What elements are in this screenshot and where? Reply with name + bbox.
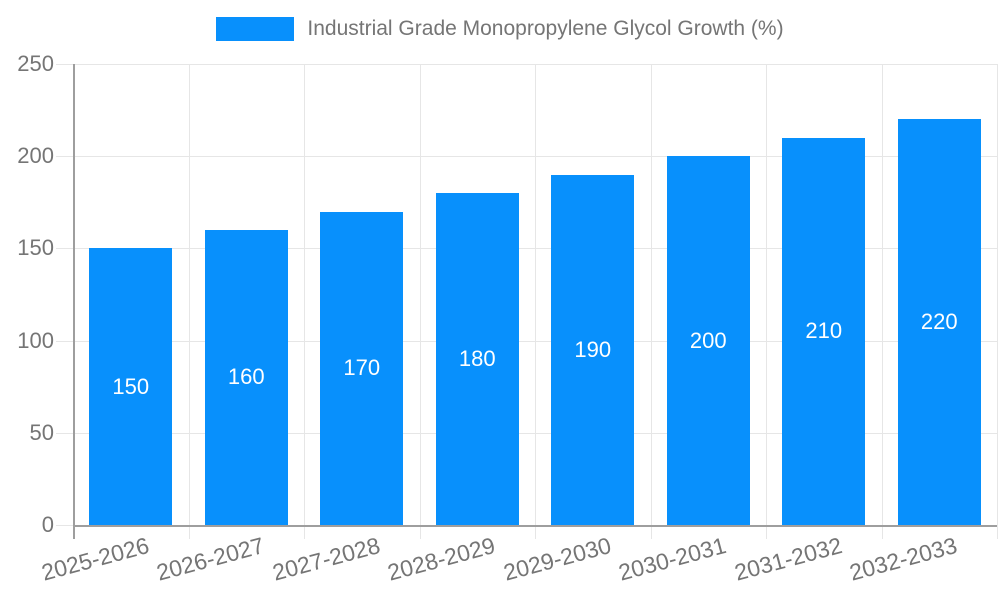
x-gridline	[997, 64, 998, 539]
y-axis-tick-label: 250	[17, 51, 54, 76]
bar-value-label: 170	[343, 355, 381, 381]
bar-value-label: 200	[689, 327, 727, 353]
bar-value-label: 180	[458, 346, 496, 372]
chart-legend: Industrial Grade Monopropylene Glycol Gr…	[0, 17, 1000, 41]
y-gridline	[56, 248, 997, 250]
x-gridline	[535, 64, 536, 539]
bar-2029-2030[interactable]: 190	[551, 174, 635, 525]
x-axis-tick-label: 2028-2029	[384, 532, 498, 586]
x-axis-tick-label: 2031-2032	[731, 532, 845, 586]
x-axis-tick-label: 2029-2030	[500, 532, 614, 586]
bar-value-label: 160	[227, 364, 265, 390]
y-axis-tick-label: 150	[17, 235, 54, 261]
bar-2031-2032[interactable]: 210	[782, 137, 866, 525]
x-axis-tick-label: 2032-2033	[846, 532, 960, 586]
y-axis-tick-label: 50	[29, 419, 54, 445]
y-gridline	[56, 432, 997, 434]
legend-swatch[interactable]	[216, 17, 295, 41]
x-gridline	[881, 64, 883, 539]
bar-value-label: 210	[805, 318, 843, 344]
bar-2032-2033[interactable]: 220	[897, 119, 981, 525]
x-axis-tick-label: 2025-2026	[38, 532, 152, 586]
x-gridline	[188, 64, 190, 539]
legend-label: Industrial Grade Monopropylene Glycol Gr…	[307, 17, 784, 40]
y-axis-tick-label: 100	[17, 327, 54, 353]
bar-value-label: 150	[112, 373, 150, 399]
x-axis-line	[73, 525, 997, 527]
bar-value-label: 220	[920, 309, 958, 335]
bar-2026-2027[interactable]: 160	[204, 229, 288, 525]
y-gridline	[56, 64, 997, 65]
x-axis-tick-label: 2027-2028	[269, 532, 383, 586]
x-axis-tick-label: 2030-2031	[615, 532, 729, 586]
x-gridline	[650, 64, 652, 539]
bar-2027-2028[interactable]: 170	[320, 211, 404, 525]
y-axis-line	[73, 64, 75, 539]
x-gridline	[419, 64, 421, 539]
plot-area: 0 50 100 150 200 250 150 2025-2026 160 2026-2027 1…	[17, 51, 998, 586]
y-gridline	[56, 340, 997, 342]
bar-2030-2031[interactable]: 200	[666, 156, 750, 525]
x-gridline	[304, 64, 305, 539]
x-gridline	[766, 64, 767, 539]
bar-2028-2029[interactable]: 180	[435, 193, 519, 525]
y-gridline	[56, 156, 997, 158]
x-axis-tick-label: 2026-2027	[153, 532, 267, 586]
y-axis-tick-label: 200	[17, 143, 54, 169]
bar-2025-2026[interactable]: 150	[89, 248, 173, 525]
y-axis-tick-label: 0	[41, 512, 54, 537]
bar-value-label: 190	[574, 336, 612, 362]
